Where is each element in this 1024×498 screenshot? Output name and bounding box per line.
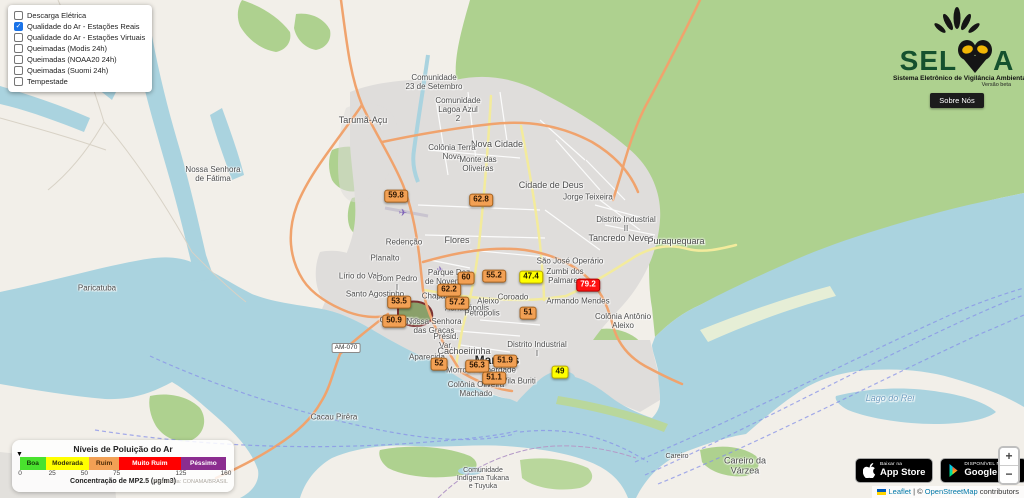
zoom-out-button[interactable]: − xyxy=(1000,465,1018,483)
air-quality-marker[interactable]: 59.8 xyxy=(384,189,408,203)
layer-label: Tempestade xyxy=(27,77,68,86)
legend-x-label: Concentração de MP2.5 (µg/m3) xyxy=(70,478,176,485)
legend-band: Boa xyxy=(20,457,46,470)
layer-toggle-row[interactable]: ✓ Qualidade do Ar - Estações Reais xyxy=(14,21,146,32)
layer-toggle-row[interactable]: Tempestade xyxy=(14,76,146,87)
air-quality-marker[interactable]: 56.3 xyxy=(465,359,489,373)
layer-toggle-row[interactable]: Descarga Elétrica xyxy=(14,10,146,21)
air-quality-marker[interactable]: 57.2 xyxy=(445,296,469,310)
air-quality-marker[interactable]: 79.2 xyxy=(576,278,600,292)
layer-label: Qualidade do Ar - Estações Virtuais xyxy=(27,33,146,42)
road-ref-badge: AM-070 xyxy=(331,343,361,353)
app-store-label: App Store xyxy=(880,467,926,479)
air-quality-marker[interactable]: 49 xyxy=(551,365,569,379)
attribution-separator: | © xyxy=(911,487,925,496)
legend-tick: 25 xyxy=(48,470,56,477)
air-quality-marker[interactable]: 60 xyxy=(457,271,475,285)
air-quality-marker[interactable]: 50.9 xyxy=(382,314,406,328)
legend-caret-icon: ▼ xyxy=(16,451,23,458)
layer-toggle-row[interactable]: Queimadas (Modis 24h) xyxy=(14,43,146,54)
layer-label: Queimadas (Modis 24h) xyxy=(27,44,108,53)
layer-label: Queimadas (Suomi 24h) xyxy=(27,66,109,75)
air-quality-marker[interactable]: 53.5 xyxy=(387,295,411,309)
air-quality-marker[interactable]: 55.2 xyxy=(482,269,506,283)
air-quality-marker[interactable]: 47.4 xyxy=(519,270,543,284)
app-store-badge[interactable]: Baixar na App Store xyxy=(855,458,934,483)
layer-label: Queimadas (NOAA20 24h) xyxy=(27,55,117,64)
map-attribution: Leaflet | © OpenStreetMap contributors xyxy=(871,486,1024,498)
layer-toggle-row[interactable]: Queimadas (NOAA20 24h) xyxy=(14,54,146,65)
checkbox-unchecked[interactable] xyxy=(14,44,23,53)
layer-label: Qualidade do Ar - Estações Reais xyxy=(27,22,140,31)
legend-color-bar: Boa Moderada Ruim Muito Ruim Péssimo xyxy=(20,457,226,470)
leaflet-link[interactable]: Leaflet xyxy=(888,487,912,496)
layer-toggle-row[interactable]: Qualidade do Ar - Estações Virtuais xyxy=(14,32,146,43)
attribution-suffix: contributors xyxy=(977,487,1019,496)
aeroclub-icon: ✈ xyxy=(437,265,444,274)
city-streets xyxy=(417,91,656,353)
openstreetmap-link[interactable]: OpenStreetMap xyxy=(924,487,978,496)
app-store-tagline: Baixar na xyxy=(880,462,903,468)
selva-logo: SEL A Sistema Eletrônico de Vigilância A… xyxy=(893,4,1024,108)
legend-tick: 125 xyxy=(175,470,187,477)
ferry-routes xyxy=(94,287,1024,485)
air-quality-marker[interactable]: 51.1 xyxy=(482,371,506,385)
air-quality-marker[interactable]: 62.8 xyxy=(469,193,493,207)
legend-title: Níveis de Poluição do Ar xyxy=(73,444,173,454)
admin-boundary xyxy=(437,445,637,498)
checkbox-unchecked[interactable] xyxy=(14,66,23,75)
checkbox-unchecked[interactable] xyxy=(14,33,23,42)
airport-runway xyxy=(384,206,429,218)
checkbox-unchecked[interactable] xyxy=(14,77,23,86)
about-us-button[interactable]: Sobre Nós xyxy=(930,93,984,108)
logo-text-right: A xyxy=(993,44,1015,76)
layer-label: Descarga Elétrica xyxy=(27,11,87,20)
layers-panel: Descarga Elétrica ✓ Qualidade do Ar - Esta… xyxy=(8,5,152,92)
legend-tick: 0 xyxy=(18,470,22,477)
legend-tick: 50 xyxy=(80,470,88,477)
legend-tick: 160 xyxy=(220,470,232,477)
legend-band: Muito Ruim xyxy=(118,457,181,470)
checkbox-unchecked[interactable] xyxy=(14,55,23,64)
google-play-icon xyxy=(949,464,958,477)
google-play-tagline: DISPONÍVEL NO xyxy=(964,462,1005,468)
zoom-control: + − xyxy=(998,446,1020,485)
legend-tick: 75 xyxy=(112,470,121,477)
legend-reference: Referência: CONAMA/BRASIL xyxy=(153,479,228,485)
checkbox-unchecked[interactable] xyxy=(14,11,23,20)
legend-ticks: 0 25 50 75 125 160 xyxy=(18,470,231,478)
air-quality-marker[interactable]: 62.2 xyxy=(437,283,461,297)
air-quality-marker[interactable]: 51.9 xyxy=(493,354,517,368)
logo-version: Versão beta xyxy=(981,82,1011,88)
apple-icon xyxy=(863,463,876,478)
legend-band: Ruim xyxy=(89,457,119,470)
google-play-label: Google Play xyxy=(964,467,1020,479)
harpy-eagle-face-icon xyxy=(958,40,993,73)
layer-toggle-row[interactable]: Queimadas (Suomi 24h) xyxy=(14,65,146,76)
ukraine-flag-icon xyxy=(876,489,886,496)
stream xyxy=(411,54,430,183)
airport-icon: ✈ xyxy=(399,208,407,219)
air-quality-marker[interactable]: 51 xyxy=(519,306,537,320)
zoom-in-button[interactable]: + xyxy=(1000,448,1018,465)
air-quality-marker[interactable]: 52 xyxy=(430,357,448,371)
legend-band: Moderada xyxy=(45,457,90,470)
logo-text-left: SEL xyxy=(899,44,958,76)
logo-subtitle: Sistema Eletrônico de Vigilância Ambient… xyxy=(893,75,1024,82)
pollution-legend: ▼ Níveis de Poluição do Ar Boa Moderada Ru… xyxy=(12,440,234,492)
checkbox-checked[interactable]: ✓ xyxy=(14,22,23,31)
harpy-crown-icon xyxy=(934,7,980,33)
legend-band: Péssimo xyxy=(180,457,226,470)
